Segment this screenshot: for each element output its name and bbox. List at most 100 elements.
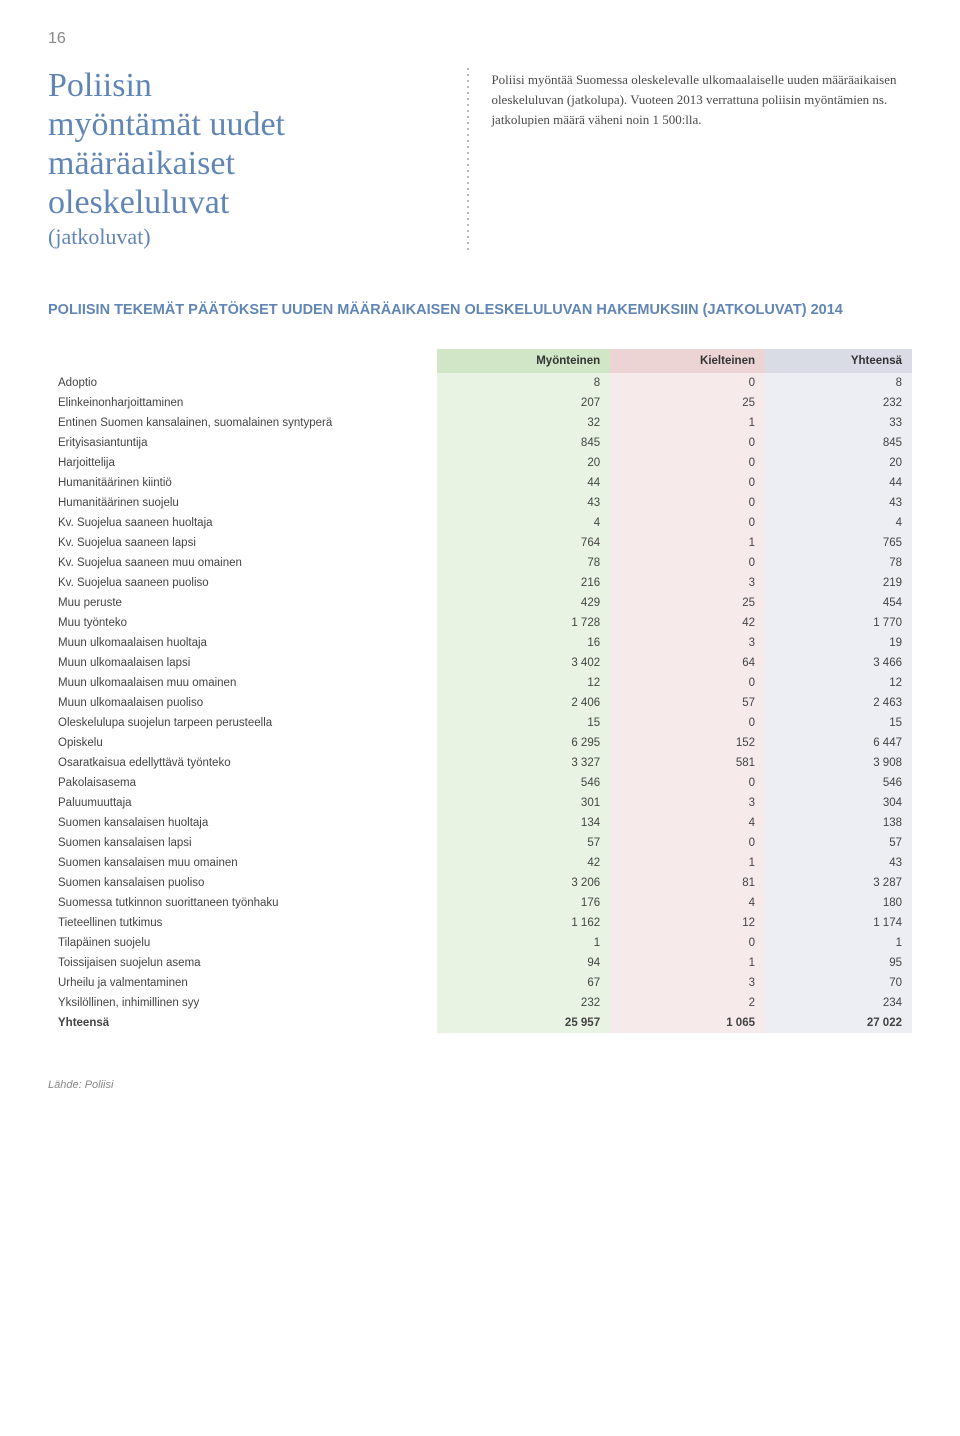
table-row: Adoptio808 <box>48 373 912 393</box>
row-negative: 4 <box>610 893 765 913</box>
row-label: Toissijaisen suojelun asema <box>48 953 437 973</box>
table-row: Urheilu ja valmentaminen67370 <box>48 973 912 993</box>
table-row: Humanitäärinen suojelu43043 <box>48 493 912 513</box>
row-positive: 3 402 <box>437 653 610 673</box>
row-positive: 301 <box>437 793 610 813</box>
row-total: 20 <box>765 453 912 473</box>
row-positive: 3 206 <box>437 873 610 893</box>
row-positive: 134 <box>437 813 610 833</box>
row-label: Muun ulkomaalaisen lapsi <box>48 653 437 673</box>
row-negative: 581 <box>610 753 765 773</box>
row-total: 138 <box>765 813 912 833</box>
row-total: 3 908 <box>765 753 912 773</box>
table-row: Pakolaisasema5460546 <box>48 773 912 793</box>
row-total: 33 <box>765 413 912 433</box>
row-positive: 20 <box>437 453 610 473</box>
row-negative: 0 <box>610 453 765 473</box>
row-negative: 1 <box>610 953 765 973</box>
row-positive: 4 <box>437 513 610 533</box>
table-row: Kv. Suojelua saaneen puoliso2163219 <box>48 573 912 593</box>
row-negative: 0 <box>610 473 765 493</box>
row-label: Entinen Suomen kansalainen, suomalainen … <box>48 413 437 433</box>
table-row: Entinen Suomen kansalainen, suomalainen … <box>48 413 912 433</box>
row-positive: 43 <box>437 493 610 513</box>
row-label: Humanitäärinen kiintiö <box>48 473 437 493</box>
row-positive: 216 <box>437 573 610 593</box>
row-total: 2 463 <box>765 693 912 713</box>
row-negative: 0 <box>610 833 765 853</box>
row-total: 44 <box>765 473 912 493</box>
row-negative: 42 <box>610 613 765 633</box>
row-positive: 94 <box>437 953 610 973</box>
row-negative: 0 <box>610 373 765 393</box>
row-positive: 1 <box>437 933 610 953</box>
row-total: 12 <box>765 673 912 693</box>
table-row: Osaratkaisua edellyttävä työnteko3 32758… <box>48 753 912 773</box>
row-positive: 42 <box>437 853 610 873</box>
row-negative: 0 <box>610 713 765 733</box>
row-label: Adoptio <box>48 373 437 393</box>
header-row: Poliisin myöntämät uudet määräaikaiset o… <box>48 66 912 250</box>
table-row: Toissijaisen suojelun asema94195 <box>48 953 912 973</box>
table-row: Oleskelulupa suojelun tarpeen perusteell… <box>48 713 912 733</box>
row-positive: 8 <box>437 373 610 393</box>
row-positive: 232 <box>437 993 610 1013</box>
row-total: 78 <box>765 553 912 573</box>
section-heading: POLIISIN TEKEMÄT PÄÄTÖKSET UUDEN MÄÄRÄAI… <box>48 300 912 320</box>
row-total: 43 <box>765 853 912 873</box>
dotted-divider <box>463 66 473 250</box>
row-negative: 57 <box>610 693 765 713</box>
row-negative: 1 <box>610 413 765 433</box>
row-total: 3 466 <box>765 653 912 673</box>
page-container: 16 Poliisin myöntämät uudet määräaikaise… <box>0 0 960 1115</box>
row-total: 43 <box>765 493 912 513</box>
table-row: Suomen kansalaisen muu omainen42143 <box>48 853 912 873</box>
row-negative: 25 <box>610 593 765 613</box>
row-label: Tilapäinen suojelu <box>48 933 437 953</box>
row-positive: 176 <box>437 893 610 913</box>
row-label: Paluumuuttaja <box>48 793 437 813</box>
row-positive: 25 957 <box>437 1013 610 1033</box>
row-negative: 3 <box>610 573 765 593</box>
row-label: Elinkeinonharjoittaminen <box>48 393 437 413</box>
row-positive: 2 406 <box>437 693 610 713</box>
row-label: Kv. Suojelua saaneen huoltaja <box>48 513 437 533</box>
row-label: Muun ulkomaalaisen huoltaja <box>48 633 437 653</box>
row-label: Tieteellinen tutkimus <box>48 913 437 933</box>
row-negative: 3 <box>610 633 765 653</box>
row-negative: 12 <box>610 913 765 933</box>
page-title: Poliisin myöntämät uudet määräaikaiset o… <box>48 66 445 222</box>
table-row: Humanitäärinen kiintiö44044 <box>48 473 912 493</box>
table-row: Muun ulkomaalaisen puoliso2 406572 463 <box>48 693 912 713</box>
row-label: Erityisasiantuntija <box>48 433 437 453</box>
row-total: 1 770 <box>765 613 912 633</box>
row-label: Osaratkaisua edellyttävä työnteko <box>48 753 437 773</box>
table-row: Opiskelu6 2951526 447 <box>48 733 912 753</box>
row-total: 8 <box>765 373 912 393</box>
row-negative: 64 <box>610 653 765 673</box>
row-label: Muun ulkomaalaisen puoliso <box>48 693 437 713</box>
col-total: Yhteensä <box>765 349 912 373</box>
row-total: 546 <box>765 773 912 793</box>
row-total: 57 <box>765 833 912 853</box>
row-negative: 0 <box>610 773 765 793</box>
row-positive: 546 <box>437 773 610 793</box>
table-row: Suomen kansalaisen puoliso3 206813 287 <box>48 873 912 893</box>
row-positive: 44 <box>437 473 610 493</box>
intro-paragraph: Poliisi myöntää Suomessa oleskelevalle u… <box>491 66 912 130</box>
row-label: Oleskelulupa suojelun tarpeen perusteell… <box>48 713 437 733</box>
row-negative: 1 065 <box>610 1013 765 1033</box>
row-positive: 764 <box>437 533 610 553</box>
col-negative: Kielteinen <box>610 349 765 373</box>
row-label: Urheilu ja valmentaminen <box>48 973 437 993</box>
row-total: 234 <box>765 993 912 1013</box>
table-row: Muun ulkomaalaisen muu omainen12012 <box>48 673 912 693</box>
row-total: 19 <box>765 633 912 653</box>
table-row: Erityisasiantuntija8450845 <box>48 433 912 453</box>
row-negative: 1 <box>610 853 765 873</box>
row-negative: 0 <box>610 513 765 533</box>
row-label: Muun ulkomaalaisen muu omainen <box>48 673 437 693</box>
row-positive: 845 <box>437 433 610 453</box>
row-total: 304 <box>765 793 912 813</box>
table-row: Tilapäinen suojelu101 <box>48 933 912 953</box>
